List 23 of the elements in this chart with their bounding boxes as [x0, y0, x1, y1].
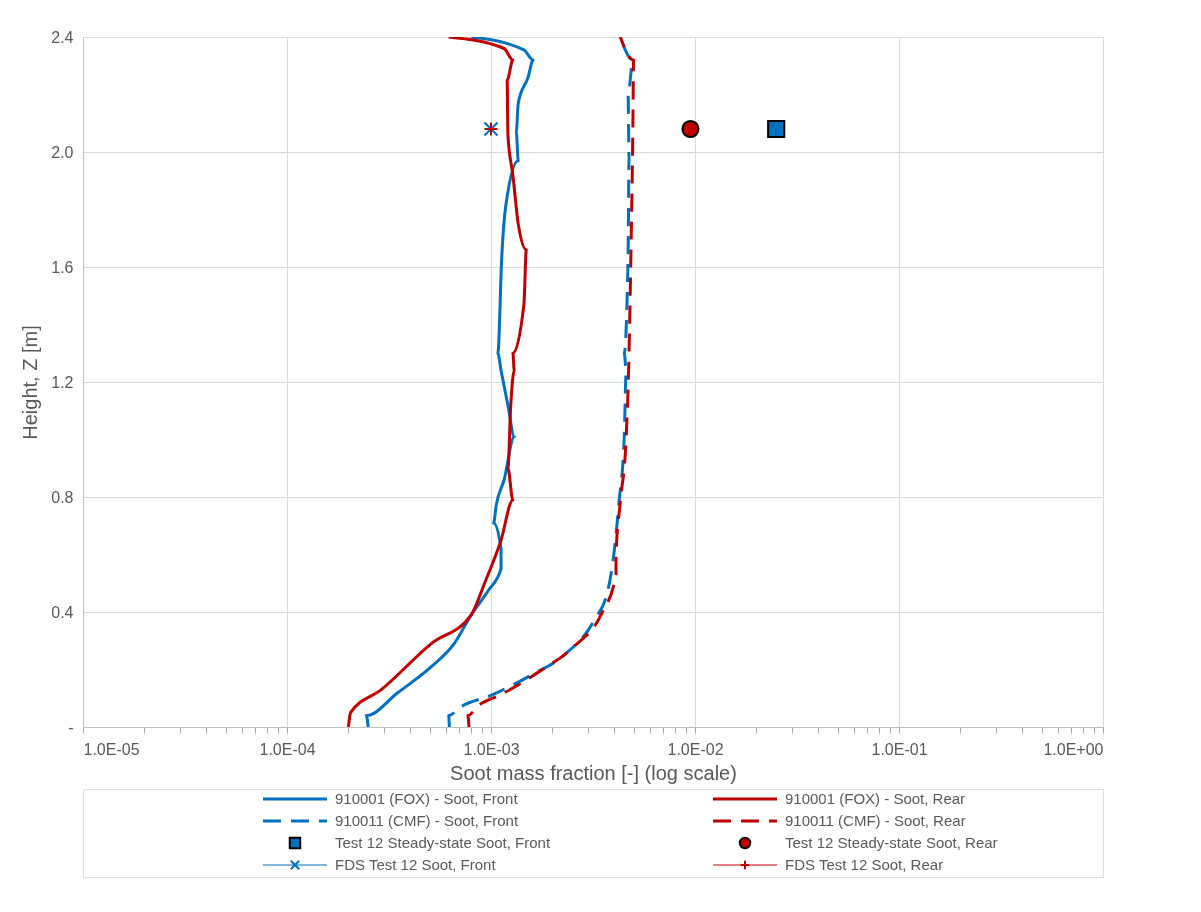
- x-tick-label: 1.0E-02: [667, 740, 724, 758]
- legend-label: 910001 (FOX) - Soot, Rear: [785, 790, 966, 807]
- x-tick-label: 1.0E+00: [1043, 740, 1104, 758]
- legend-label: Test 12 Steady-state Soot, Rear: [785, 834, 998, 851]
- y-tick-label: 1.6: [51, 258, 74, 276]
- x-tick-label: 1.0E-01: [871, 740, 928, 758]
- legend-label: 910011 (CMF) - Soot, Rear: [785, 812, 966, 829]
- y-tick-label: 2.4: [51, 28, 74, 46]
- legend-label: 910011 (CMF) - Soot, Front: [335, 812, 519, 829]
- y-tick-label: 0.8: [51, 488, 74, 506]
- y-tick-label: 1.2: [51, 373, 74, 391]
- legend-label: Test 12 Steady-state Soot, Front: [335, 834, 551, 851]
- x-axis-title: Soot mass fraction [-] (log scale): [450, 761, 737, 784]
- legend-label: 910001 (FOX) - Soot, Front: [335, 790, 519, 807]
- y-tick-label: 2.0: [51, 143, 74, 161]
- y-axis-title: Height, Z [m]: [19, 325, 42, 440]
- x-tick-label: 1.0E-05: [83, 740, 140, 758]
- legend-label: FDS Test 12 Soot, Front: [335, 856, 497, 873]
- y-tick-label: -: [68, 718, 74, 736]
- legend-label: FDS Test 12 Soot, Rear: [785, 856, 944, 873]
- x-tick-label: 1.0E-04: [259, 740, 316, 758]
- y-tick-label: 0.4: [51, 603, 74, 621]
- x-tick-label: 1.0E-03: [463, 740, 520, 758]
